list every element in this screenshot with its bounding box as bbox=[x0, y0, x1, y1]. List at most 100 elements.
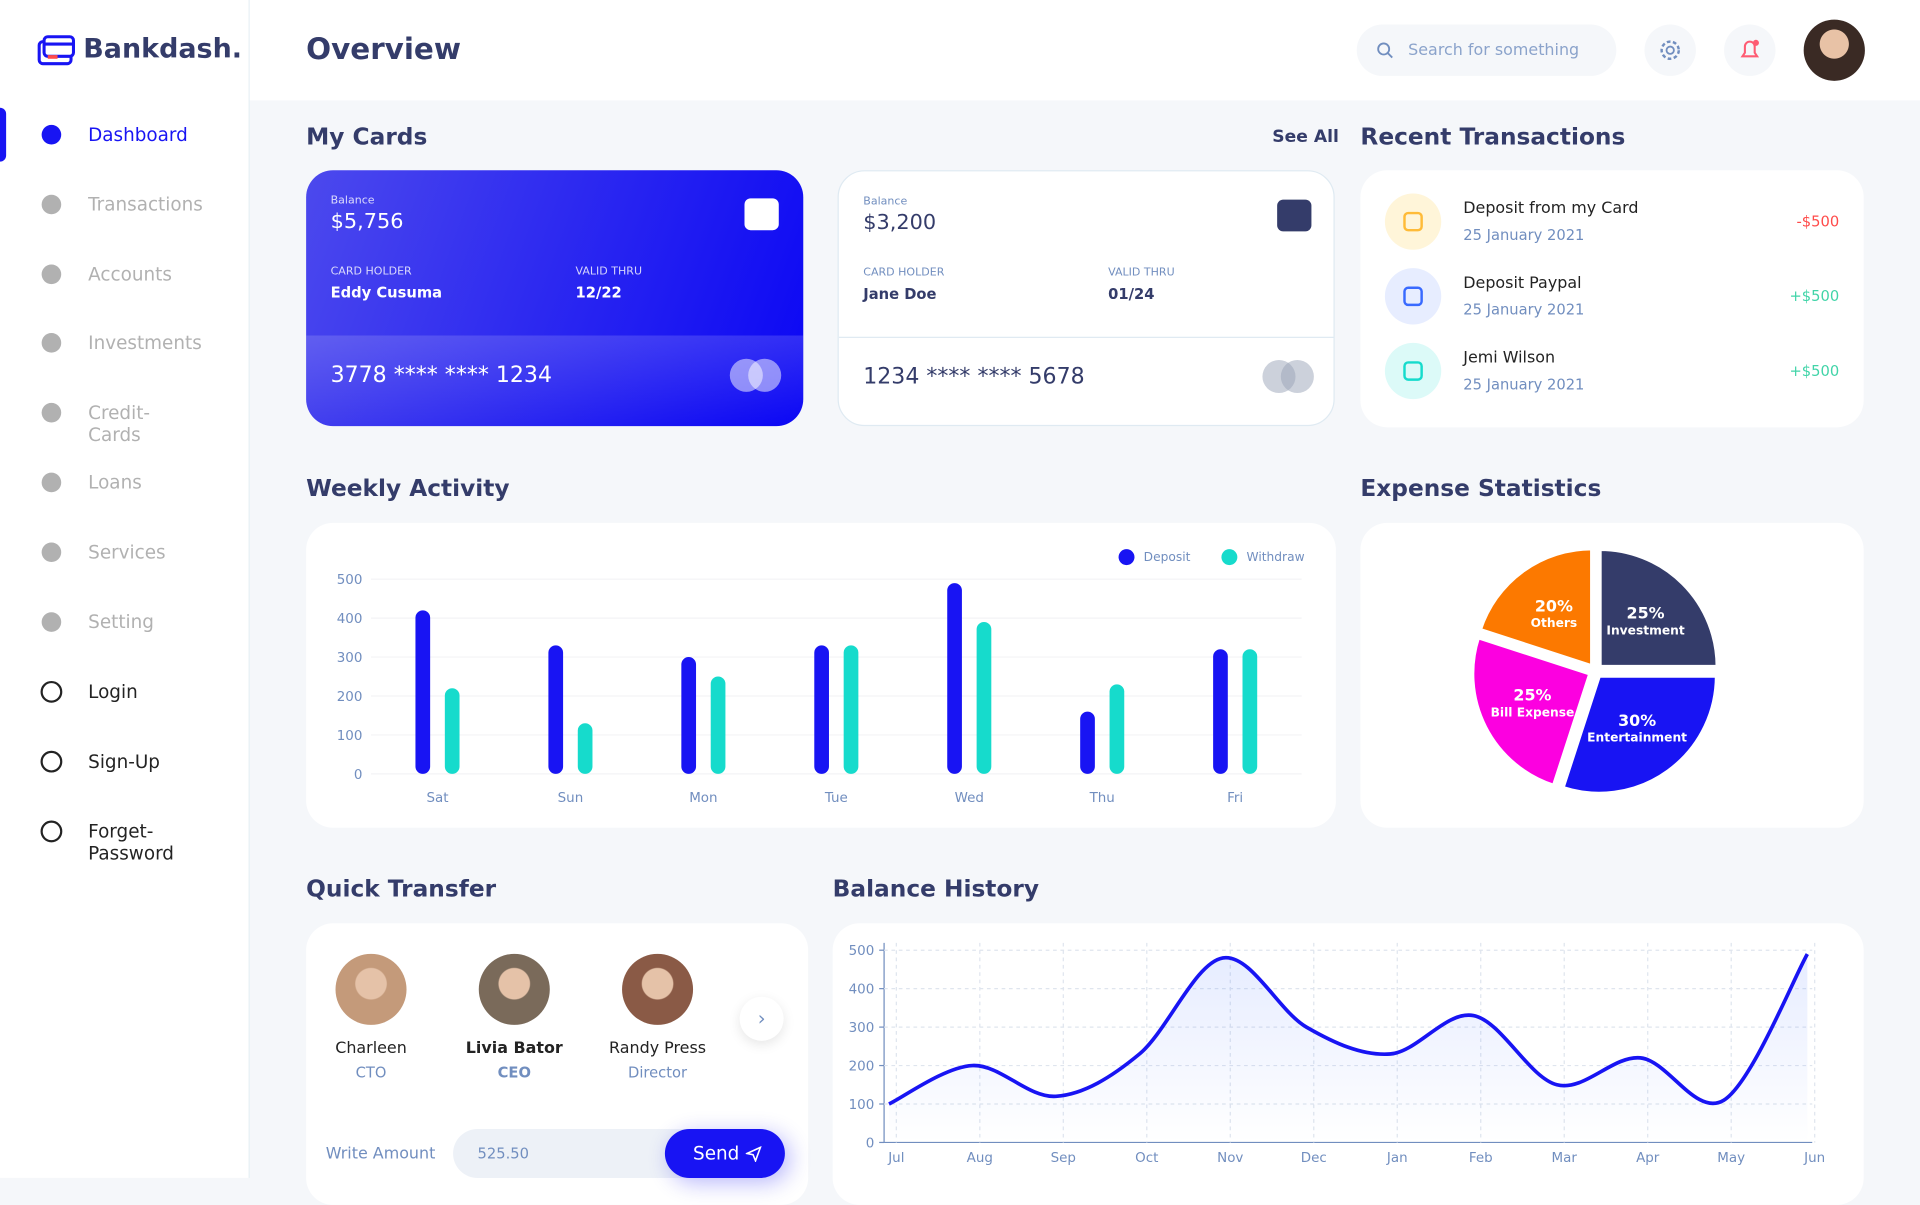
y-tick-label: 100 bbox=[849, 1098, 875, 1113]
slice-value-label: 25% bbox=[1627, 604, 1665, 623]
x-tick-label: Sat bbox=[426, 791, 448, 806]
nav-icon bbox=[41, 472, 62, 493]
person-avatar[interactable] bbox=[622, 953, 694, 1025]
person-avatar[interactable] bbox=[478, 953, 550, 1025]
page-title: Overview bbox=[306, 31, 462, 67]
slice-value-label: 30% bbox=[1618, 711, 1656, 730]
y-tick-label: 300 bbox=[849, 1021, 875, 1036]
settings-icon bbox=[1660, 40, 1681, 61]
search-box[interactable]: Search for something bbox=[1356, 24, 1617, 76]
y-tick-label: 500 bbox=[337, 573, 363, 588]
x-tick-label: Nov bbox=[1217, 1151, 1243, 1166]
nav-icon bbox=[41, 264, 62, 285]
sidebar: Bankdash. bbox=[0, 0, 250, 1178]
notifications-button[interactable] bbox=[1724, 24, 1776, 76]
nav-item[interactable]: Setting bbox=[88, 611, 154, 634]
nav-item[interactable]: Transactions bbox=[88, 193, 203, 216]
person-name: Charleen bbox=[335, 1039, 407, 1058]
send-label: Send bbox=[693, 1142, 740, 1165]
valid: 01/24 bbox=[1108, 285, 1155, 303]
transaction-title: Deposit Paypal bbox=[1463, 274, 1582, 293]
legend-label: Deposit bbox=[1144, 550, 1191, 564]
next-button[interactable]: › bbox=[739, 996, 784, 1041]
holder-label: CARD HOLDER bbox=[863, 266, 945, 280]
amount-value: 525.50 bbox=[477, 1144, 529, 1163]
person-role: CTO bbox=[355, 1064, 387, 1082]
y-tick-label: 200 bbox=[337, 690, 363, 705]
x-tick-label: Tue bbox=[824, 791, 848, 806]
y-tick-label: 200 bbox=[849, 1059, 875, 1074]
nav-item[interactable]: Login bbox=[88, 680, 138, 703]
mc-logo-b bbox=[748, 358, 782, 392]
x-tick-label: Mar bbox=[1552, 1151, 1578, 1166]
bar bbox=[1109, 684, 1125, 774]
balance: $5,756 bbox=[330, 209, 404, 234]
nav-item[interactable]: Investments bbox=[88, 331, 202, 354]
transaction-icon bbox=[1384, 342, 1442, 400]
app: Bankdash. Overview Search for something … bbox=[0, 0, 1865, 1178]
bar bbox=[947, 583, 962, 774]
bar bbox=[444, 688, 460, 774]
y-tick-label: 100 bbox=[337, 729, 363, 744]
nav-icon bbox=[41, 333, 62, 353]
x-tick-label: Fri bbox=[1227, 791, 1243, 806]
bar bbox=[843, 645, 859, 774]
pie-slice bbox=[1477, 546, 1594, 669]
card-number: 1234 **** **** 5678 bbox=[863, 363, 1085, 390]
valid: 12/22 bbox=[575, 284, 622, 302]
legend-label: Withdraw bbox=[1247, 550, 1305, 564]
send-button[interactable]: Send bbox=[664, 1128, 785, 1178]
y-tick-label: 400 bbox=[849, 983, 875, 998]
balance-label: Balance bbox=[330, 194, 375, 207]
credit-card: Balance $5,756 CARD HOLDER Eddy Cusuma VALID… bbox=[306, 170, 804, 427]
slice-category-label: Bill Expense bbox=[1491, 706, 1575, 720]
transaction-title: Deposit from my Card bbox=[1463, 199, 1639, 218]
nav-item[interactable]: Services bbox=[88, 541, 166, 564]
nav-item[interactable]: Loans bbox=[88, 471, 142, 494]
mc-logo-b bbox=[1280, 360, 1314, 394]
person-avatar[interactable] bbox=[335, 953, 407, 1025]
y-tick-label: 0 bbox=[354, 768, 363, 783]
legend-swatch bbox=[1118, 549, 1135, 566]
bar bbox=[681, 657, 697, 774]
transactions-panel bbox=[1360, 170, 1864, 428]
transaction-date: 25 January 2021 bbox=[1463, 375, 1585, 394]
x-tick-label: Apr bbox=[1636, 1151, 1660, 1166]
slice-category-label: Others bbox=[1531, 616, 1578, 630]
nav-item[interactable]: Accounts bbox=[88, 263, 172, 286]
see-all-link[interactable]: See All bbox=[1272, 127, 1339, 147]
balance-label: Balance bbox=[863, 195, 908, 209]
brand: Bankdash. bbox=[83, 34, 242, 65]
x-tick-label: Oct bbox=[1135, 1151, 1158, 1166]
pie-slice bbox=[1598, 547, 1720, 669]
x-tick-label: Jan bbox=[1386, 1151, 1408, 1166]
balance-line bbox=[888, 953, 1809, 1106]
settings-button[interactable] bbox=[1644, 24, 1696, 76]
nav-item[interactable]: Sign-Up bbox=[88, 750, 160, 773]
x-tick-label: May bbox=[1717, 1151, 1745, 1166]
x-tick-label: Sep bbox=[1051, 1151, 1076, 1166]
slice-category-label: Entertainment bbox=[1587, 731, 1687, 745]
user-avatar[interactable] bbox=[1803, 19, 1865, 81]
transaction-amount: +$500 bbox=[1789, 362, 1840, 380]
transaction-icon bbox=[1384, 268, 1442, 325]
bar bbox=[415, 610, 431, 774]
balance: $3,200 bbox=[863, 210, 937, 236]
charts-layer: 0 100 200 300 400 500 Sat Sun Mon Tue Wed Thu Fri Dep… bbox=[40, 124, 1825, 1166]
nav-item[interactable]: Credit-Cards bbox=[88, 401, 151, 446]
bell-icon bbox=[1740, 39, 1760, 58]
nav-item[interactable]: Dashboard bbox=[88, 123, 188, 146]
chip bbox=[1277, 199, 1312, 232]
bar bbox=[710, 676, 726, 774]
nav-icon bbox=[41, 124, 62, 145]
person-role: CEO bbox=[497, 1064, 531, 1082]
transaction-amount: -$500 bbox=[1796, 213, 1840, 231]
search-icon bbox=[1377, 42, 1393, 59]
bar bbox=[976, 622, 992, 774]
y-tick-label: 300 bbox=[337, 651, 363, 666]
x-tick-label: Jul bbox=[887, 1151, 904, 1166]
nav-item[interactable]: Forget-Password bbox=[88, 820, 174, 865]
section-title: My Cards bbox=[306, 123, 428, 151]
bar bbox=[548, 645, 564, 774]
pie-slice bbox=[1470, 635, 1593, 788]
